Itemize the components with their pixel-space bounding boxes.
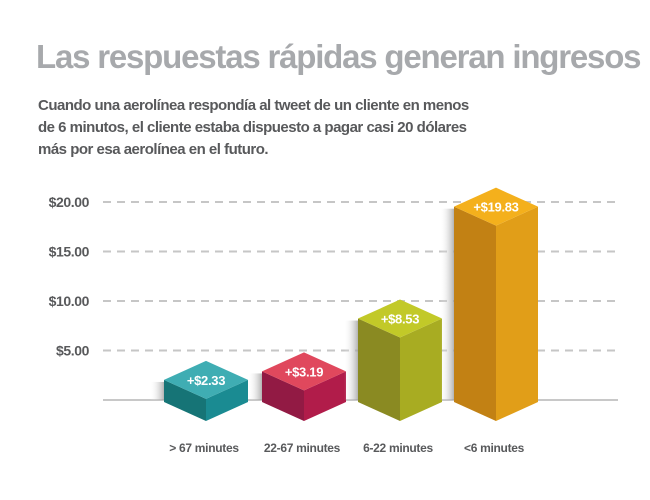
bar-shadow (440, 208, 454, 400)
subtitle-line: Cuando una aerolínea respondía al tweet … (38, 97, 469, 114)
bar-top-face (262, 352, 346, 391)
bar (248, 352, 346, 421)
bar-shadow (150, 381, 164, 400)
subtitle-line: de 6 minutos, el cliente estaba dispuest… (38, 119, 467, 136)
bar (150, 360, 248, 421)
data-label: +$3.19 (285, 364, 323, 379)
y-tick-label: $15.00 (49, 244, 90, 260)
y-axis-ticks: $5.00 $10.00 $15.00 $20.00 (49, 194, 90, 359)
bar-top-face (358, 299, 442, 338)
y-tick-label: $20.00 (49, 194, 90, 210)
bar (440, 187, 538, 421)
bar-left-face (454, 206, 496, 421)
bar-shadow (344, 320, 358, 400)
bar-shadow (248, 373, 262, 400)
x-tick-label: 6-22 minutes (363, 441, 433, 455)
bar-right-face (304, 371, 346, 421)
data-label: +$19.83 (473, 200, 518, 215)
y-tick-label: $5.00 (56, 343, 90, 359)
chart-subtitle: Cuando una aerolínea respondía al tweet … (38, 95, 598, 161)
bar-left-face (262, 371, 304, 421)
x-tick-label: 22-67 minutes (264, 441, 341, 455)
y-tick-label: $10.00 (49, 293, 90, 309)
bar-top-face (164, 360, 248, 399)
subtitle-line: más por esa aerolínea en el futuro. (38, 141, 269, 158)
x-tick-label: <6 minutes (464, 441, 525, 455)
bars (150, 187, 538, 421)
x-axis-ticks: > 67 minutes 22-67 minutes 6-22 minutes … (169, 441, 525, 455)
bar (344, 299, 442, 421)
chart-title: Las respuestas rápidas generan ingresos (36, 38, 642, 75)
bar-left-face (164, 379, 206, 421)
bar-right-face (206, 379, 248, 421)
bar-right-face (496, 206, 538, 421)
bar-left-face (358, 318, 400, 421)
data-labels: +$2.33 +$3.19 +$8.53 +$19.83 (187, 200, 519, 388)
data-label: +$8.53 (381, 312, 419, 327)
bar-right-face (400, 318, 442, 421)
x-tick-label: > 67 minutes (169, 441, 239, 455)
bar-top-face (454, 187, 538, 226)
data-label: +$2.33 (187, 373, 225, 388)
